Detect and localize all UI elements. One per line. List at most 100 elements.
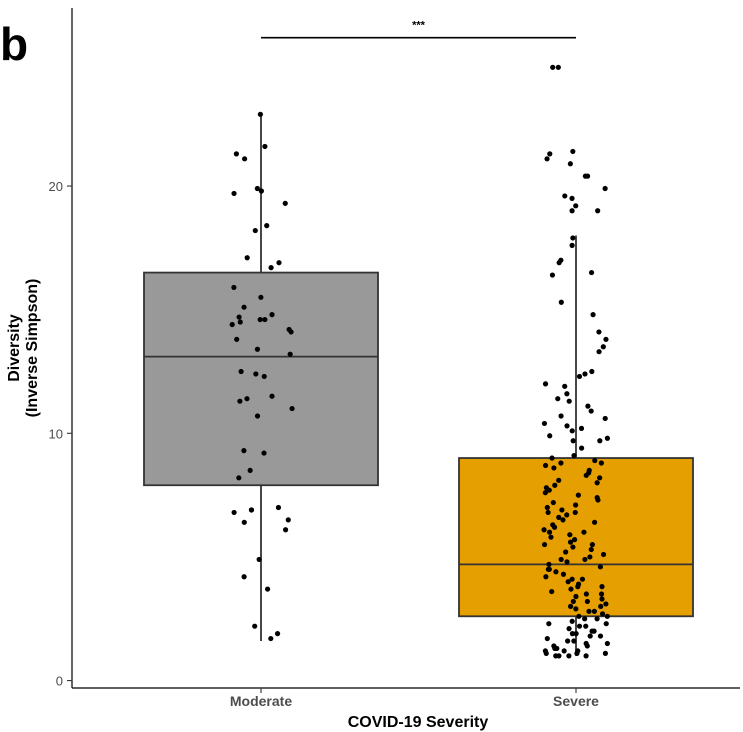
data-point-severe xyxy=(583,472,589,478)
data-point-severe xyxy=(569,576,575,582)
data-point-severe xyxy=(603,601,609,607)
data-point-severe xyxy=(599,584,605,590)
data-point-severe xyxy=(570,438,576,444)
data-point-severe xyxy=(603,621,609,627)
data-point-moderate xyxy=(234,336,240,342)
data-point-severe xyxy=(582,616,588,622)
data-point-moderate xyxy=(242,156,248,162)
data-point-severe xyxy=(542,381,549,387)
data-point-moderate xyxy=(268,635,274,642)
y-axis-ticks: 0 10 20 xyxy=(49,179,72,689)
data-point-moderate xyxy=(238,368,244,375)
data-point-severe xyxy=(602,415,608,422)
data-point-moderate xyxy=(274,631,281,637)
data-point-severe xyxy=(544,504,550,511)
data-point-severe xyxy=(551,465,557,471)
data-point-severe xyxy=(582,556,588,563)
data-point-moderate xyxy=(241,448,247,454)
data-point-severe xyxy=(569,208,575,214)
data-point-severe xyxy=(558,299,564,305)
data-point-moderate xyxy=(268,265,274,271)
data-point-moderate xyxy=(264,586,271,592)
data-point-severe xyxy=(597,564,603,570)
data-point-severe xyxy=(545,566,551,572)
data-point-severe xyxy=(548,534,554,540)
y-axis-title-line1: Diversity xyxy=(6,314,23,382)
y-tick-label: 20 xyxy=(49,179,63,194)
data-point-severe xyxy=(563,549,569,555)
data-point-moderate xyxy=(254,413,261,419)
data-point-moderate xyxy=(257,316,263,323)
data-point-severe xyxy=(600,551,607,558)
data-point-moderate xyxy=(254,185,260,192)
data-point-moderate xyxy=(236,314,242,320)
data-point-moderate xyxy=(282,200,288,206)
data-point-severe xyxy=(559,507,565,513)
data-point-severe xyxy=(544,156,550,162)
data-point-moderate xyxy=(258,188,265,194)
data-point-severe xyxy=(554,645,560,652)
data-point-moderate xyxy=(261,450,267,456)
data-point-moderate xyxy=(256,556,262,563)
data-point-severe xyxy=(568,586,574,592)
data-point-moderate xyxy=(257,111,263,117)
data-point-severe xyxy=(573,203,579,209)
data-point-severe xyxy=(567,532,573,538)
data-point-severe xyxy=(564,423,570,429)
data-point-severe xyxy=(576,623,583,629)
data-point-severe xyxy=(583,591,589,597)
data-point-severe xyxy=(575,584,581,590)
data-point-severe xyxy=(556,477,562,483)
data-point-severe xyxy=(603,336,609,342)
data-point-severe xyxy=(558,460,564,466)
data-point-severe xyxy=(547,433,553,439)
data-point-moderate xyxy=(285,517,291,523)
data-point-severe xyxy=(575,492,581,498)
data-point-moderate xyxy=(233,151,239,157)
data-point-severe xyxy=(566,626,572,632)
data-point-severe xyxy=(571,537,578,543)
box-moderate xyxy=(143,271,379,487)
data-point-moderate xyxy=(289,405,295,412)
data-point-severe xyxy=(598,591,605,597)
data-point-severe xyxy=(543,574,549,580)
data-point-moderate xyxy=(262,143,268,150)
data-point-moderate xyxy=(236,475,242,481)
x-tick-label: Moderate xyxy=(230,693,292,709)
data-point-severe xyxy=(600,344,606,350)
data-point-severe xyxy=(590,312,596,318)
data-point-severe xyxy=(596,329,602,335)
data-point-severe xyxy=(578,445,585,451)
data-point-severe xyxy=(588,269,595,276)
data-point-severe xyxy=(550,64,556,70)
data-point-severe xyxy=(546,561,552,567)
data-point-moderate xyxy=(244,255,250,261)
data-point-moderate xyxy=(244,396,250,402)
data-point-severe xyxy=(597,475,603,481)
data-point-severe xyxy=(597,633,604,639)
x-tick-label: Severe xyxy=(553,693,599,709)
data-point-severe xyxy=(549,588,555,595)
data-point-severe xyxy=(589,368,595,375)
data-point-severe xyxy=(549,455,555,461)
data-point-severe xyxy=(596,349,602,355)
x-axis-ticks: Moderate Severe xyxy=(230,688,599,709)
data-point-moderate xyxy=(269,393,275,399)
data-point-severe xyxy=(569,195,575,201)
data-point-severe xyxy=(602,650,609,656)
data-point-severe xyxy=(599,596,605,602)
data-point-severe xyxy=(569,242,575,248)
data-point-moderate xyxy=(269,312,275,318)
data-point-severe xyxy=(602,185,608,192)
data-point-severe xyxy=(564,559,570,565)
data-point-severe xyxy=(584,643,590,649)
data-point-severe xyxy=(576,373,583,380)
data-point-severe xyxy=(599,611,606,617)
data-point-severe xyxy=(555,396,561,402)
data-point-severe xyxy=(541,420,548,427)
data-point-severe xyxy=(566,653,572,659)
data-point-moderate xyxy=(237,319,243,325)
data-point-severe xyxy=(588,546,594,553)
data-point-severe xyxy=(562,383,568,389)
significance-label: *** xyxy=(412,20,426,32)
